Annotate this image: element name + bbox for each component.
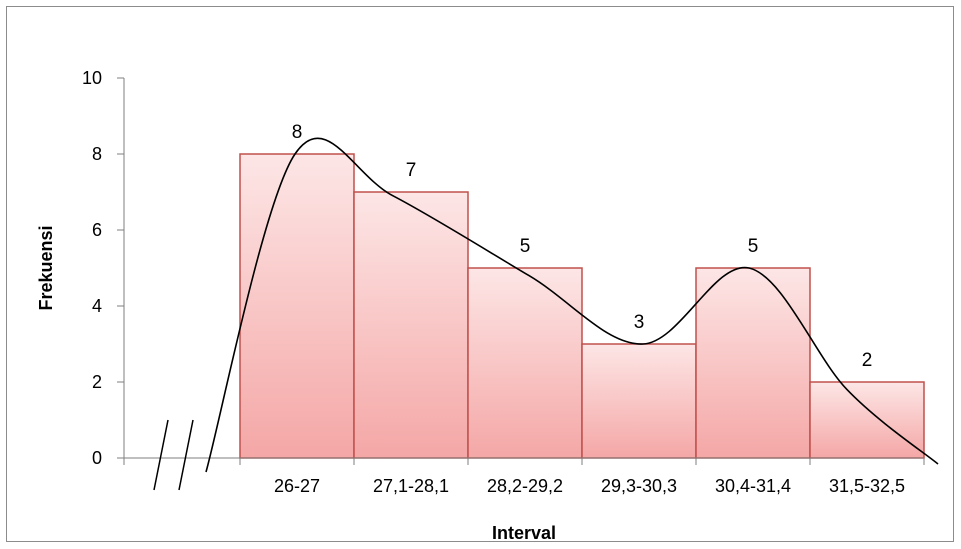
y-tick-label: 0 [92,448,102,468]
bar-6 [809,381,925,459]
x-tick-label: 31,5-32,5 [829,476,905,496]
labels-layer: 0 2 4 6 8 10 26-27 27,1-28,1 28,2-29,2 29,3-30,3 3… [82,68,905,496]
x-axis-title: Interval [492,523,556,543]
data-label: 5 [748,236,759,257]
curve-layer [205,137,939,473]
y-tick-label: 2 [92,372,102,392]
axis-break-mark [178,419,194,491]
y-axis-title: Frekuensi [36,225,56,310]
data-label: 8 [292,122,303,143]
y-tick-label: 4 [92,296,102,316]
axes-layer [117,77,925,491]
bar-1 [239,153,355,459]
x-tick-label: 29,3-30,3 [601,476,677,496]
x-tick-label: 28,2-29,2 [487,476,563,496]
data-label: 7 [406,160,417,181]
bars-layer [239,153,925,459]
data-label: 3 [634,312,645,333]
bar-4 [581,343,697,459]
bar-3 [467,267,583,459]
x-tick-label: 30,4-31,4 [715,476,791,496]
axis-break-mark [153,419,169,491]
y-tick-label: 8 [92,144,102,164]
frequency-curve [205,137,939,473]
data-label: 2 [862,350,873,371]
y-tick-label: 6 [92,220,102,240]
bar-2 [353,191,469,459]
x-tick-label: 27,1-28,1 [373,476,449,496]
y-tick-label: 10 [82,68,102,88]
bar-5 [695,267,811,459]
x-tick-label: 26-27 [274,476,320,496]
data-label: 5 [520,236,531,257]
